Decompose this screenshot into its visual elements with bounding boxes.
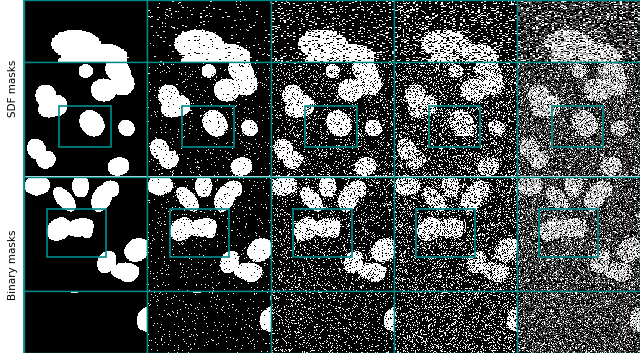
Bar (47, 209, 106, 257)
Bar (59, 106, 111, 147)
Bar (305, 106, 357, 147)
Text: Binary masks: Binary masks (8, 229, 18, 300)
Bar (540, 209, 598, 257)
Text: SDF masks: SDF masks (8, 60, 18, 117)
Bar (416, 209, 476, 257)
Bar (429, 106, 480, 147)
Bar (293, 209, 352, 257)
Bar (182, 106, 234, 147)
Bar (170, 209, 229, 257)
Bar (552, 106, 604, 147)
